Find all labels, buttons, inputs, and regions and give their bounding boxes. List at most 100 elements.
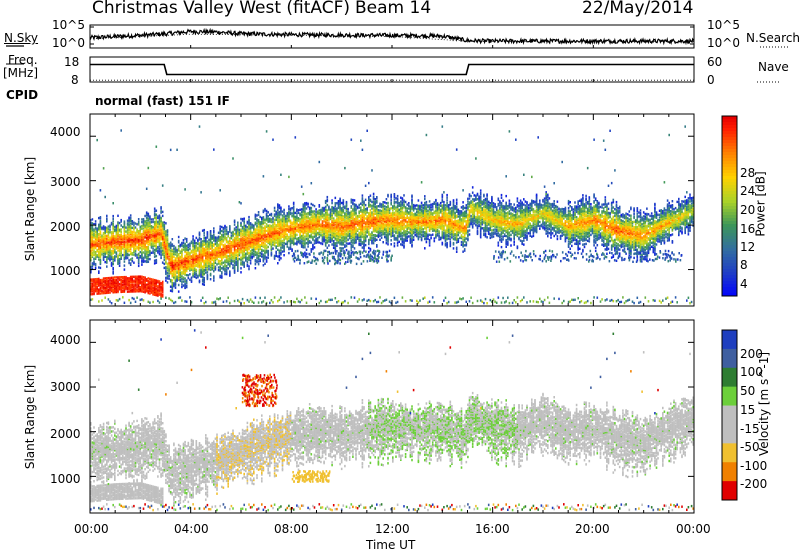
power-cell [342, 227, 345, 230]
power-cell [145, 211, 148, 214]
power-cell [123, 275, 126, 279]
power-cell [149, 257, 151, 261]
power-cell [179, 255, 182, 259]
power-cell [217, 243, 220, 246]
power-cell [120, 252, 122, 255]
power-cell [203, 262, 205, 265]
power-cell [307, 240, 309, 243]
power-cell [160, 251, 162, 254]
power-cell [302, 236, 305, 240]
power-cell [288, 210, 290, 213]
power-cell [273, 237, 276, 240]
power-cell [184, 237, 186, 240]
power-cell [209, 234, 212, 237]
power-cell [93, 291, 95, 294]
power-cell [275, 241, 277, 244]
power-cell [275, 230, 277, 234]
power-cell [299, 220, 301, 223]
power-cell [149, 240, 151, 243]
power-cell [91, 286, 94, 289]
power-cell [348, 218, 351, 221]
power-cell [203, 279, 205, 282]
power-cell [147, 283, 150, 287]
power-cell [158, 285, 161, 288]
power-cell [257, 243, 260, 246]
power-cell [280, 226, 282, 229]
power-cell [320, 211, 322, 214]
power-cell [93, 283, 95, 286]
power-cell [90, 290, 92, 293]
power-cell [245, 247, 247, 250]
power-cell [149, 223, 151, 226]
power-cell [209, 251, 212, 254]
power-cell [265, 249, 268, 253]
power-cell [177, 296, 180, 300]
power-cell [336, 222, 338, 225]
power-cell [366, 129, 368, 132]
power-cell [265, 213, 268, 217]
power-cell [361, 215, 364, 219]
power-cell [280, 233, 282, 236]
power-cell [141, 247, 143, 250]
power-cell [201, 256, 204, 259]
power-cell [224, 270, 226, 273]
power-cell [304, 228, 306, 232]
power-cell [115, 251, 118, 254]
power-cell [235, 260, 237, 264]
power-cell [308, 207, 311, 211]
power-cell [133, 283, 135, 286]
power-cell [190, 241, 193, 245]
power-cell [227, 263, 229, 266]
power-cell [304, 204, 306, 208]
power-cell [149, 285, 151, 289]
power-cell [163, 250, 166, 254]
power-cell [352, 238, 354, 242]
power-cell [126, 247, 129, 250]
power-cell [248, 234, 250, 237]
power-cell [134, 235, 137, 238]
power-cell [193, 262, 196, 265]
power-cell [169, 285, 172, 288]
power-cell [123, 228, 126, 231]
power-cell [334, 227, 337, 230]
power-cell [288, 226, 290, 229]
power-cell [302, 246, 305, 249]
power-cell [185, 259, 188, 262]
power-cell [371, 219, 373, 222]
power-cell [318, 209, 321, 212]
power-cell [376, 210, 378, 213]
power-cell [326, 198, 329, 201]
power-cell [224, 236, 226, 240]
power-cell [224, 254, 226, 257]
power-cell [265, 251, 268, 254]
power-cell [144, 252, 146, 255]
power-cell [366, 220, 368, 223]
power-cell [221, 255, 223, 258]
power-cell [225, 248, 228, 252]
power-cell [109, 282, 111, 285]
power-cell [136, 288, 138, 292]
power-cell [227, 241, 229, 245]
power-cell [235, 263, 237, 266]
power-cell [256, 235, 258, 238]
power-cell [340, 301, 343, 305]
power-cell [125, 287, 127, 291]
power-cell [109, 288, 111, 292]
power-cell [332, 231, 335, 235]
power-cell [233, 259, 236, 262]
power-cell [353, 296, 356, 299]
power-cell [294, 223, 297, 227]
power-cell [248, 255, 250, 259]
power-cell [297, 209, 300, 212]
power-cell [356, 220, 359, 223]
power-cell [128, 216, 130, 219]
power-cell [195, 246, 198, 249]
power-cell [280, 213, 282, 216]
power-cell [340, 241, 343, 245]
power-cell [334, 236, 337, 240]
power-cell [211, 252, 213, 255]
power-cell [289, 240, 292, 244]
power-cell [340, 243, 343, 246]
power-cell [177, 253, 180, 256]
power-cell [126, 235, 129, 238]
